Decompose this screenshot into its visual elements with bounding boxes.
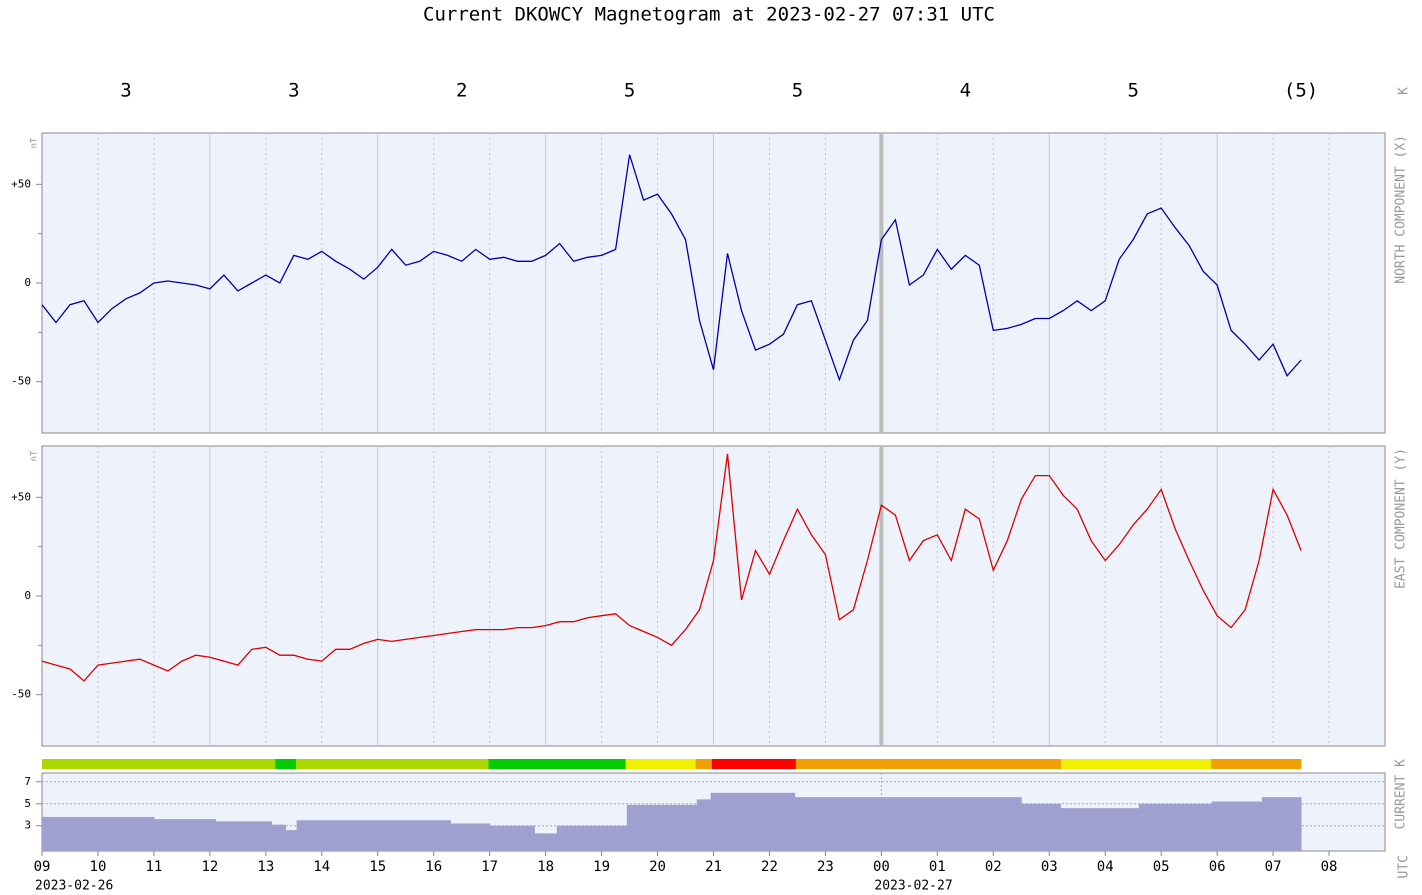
k-step bbox=[42, 816, 155, 851]
k-color-bar bbox=[625, 759, 696, 769]
k-index-label: 5 bbox=[1127, 80, 1138, 102]
k-color-bar bbox=[296, 759, 489, 769]
k-index-label: (5) bbox=[1284, 80, 1318, 102]
y-tick-label: -50 bbox=[11, 375, 31, 388]
k-index-label: 2 bbox=[456, 80, 467, 102]
x-tick-label: 02 bbox=[985, 859, 1002, 875]
x-tick-label: 20 bbox=[649, 859, 666, 875]
k-index-label: 5 bbox=[792, 80, 803, 102]
k-color-bar bbox=[795, 759, 1062, 769]
k-step bbox=[696, 799, 712, 851]
k-index-label: 3 bbox=[120, 80, 131, 102]
x-tick-label: 13 bbox=[257, 859, 274, 875]
k-axis-label: K bbox=[1397, 87, 1412, 95]
x-tick-label: 00 bbox=[873, 859, 890, 875]
k-step bbox=[215, 821, 272, 851]
y-tick-label: +50 bbox=[11, 490, 31, 503]
x-tick-label: 07 bbox=[1265, 859, 1282, 875]
k-step bbox=[710, 792, 796, 851]
k-color-bar bbox=[42, 759, 276, 769]
x-tick-label: 23 bbox=[817, 859, 834, 875]
k-step bbox=[1211, 801, 1263, 851]
x-axis-label: UTC bbox=[1397, 855, 1412, 878]
date-label: 2023-02-26 bbox=[35, 879, 113, 894]
y-tick-label: 7 bbox=[24, 775, 31, 788]
x-tick-label: 03 bbox=[1041, 859, 1058, 875]
k-color-bar bbox=[1061, 759, 1212, 769]
y-tick-label: 0 bbox=[24, 589, 31, 602]
date-label: 2023-02-27 bbox=[874, 879, 952, 894]
x-tick-label: 16 bbox=[425, 859, 442, 875]
x-tick-label: 04 bbox=[1097, 859, 1114, 875]
k-color-bar bbox=[275, 759, 297, 769]
k-step bbox=[1060, 808, 1140, 851]
y-tick-label: 3 bbox=[24, 819, 31, 832]
k-step bbox=[153, 819, 216, 851]
k-step bbox=[534, 833, 558, 851]
k-step bbox=[626, 804, 698, 851]
x-tick-label: 18 bbox=[537, 859, 554, 875]
unit-label: nT bbox=[30, 450, 40, 461]
k-index-label: 5 bbox=[624, 80, 635, 102]
k-step bbox=[296, 820, 451, 851]
x-tick-label: 01 bbox=[929, 859, 946, 875]
x-tick-label: 14 bbox=[313, 859, 330, 875]
x-tick-label: 11 bbox=[145, 859, 162, 875]
trace-line bbox=[41, 154, 1302, 382]
chart-title: Current DKOWCY Magnetogram at 2023-02-27… bbox=[423, 4, 995, 26]
y-tick-label: 5 bbox=[24, 797, 31, 810]
side-label: CURRENT K bbox=[1394, 759, 1409, 830]
x-tick-label: 19 bbox=[593, 859, 610, 875]
x-tick-label: 12 bbox=[201, 859, 218, 875]
side-label: NORTH COMPONENT (X) bbox=[1394, 135, 1409, 284]
k-step bbox=[1021, 803, 1061, 851]
k-step bbox=[271, 824, 286, 851]
x-tick-label: 15 bbox=[369, 859, 386, 875]
k-index-label: 3 bbox=[288, 80, 299, 102]
k-step bbox=[285, 830, 298, 851]
k-step bbox=[450, 823, 491, 851]
y-tick-label: +50 bbox=[11, 177, 31, 190]
k-step bbox=[1138, 803, 1213, 851]
k-color-bar bbox=[695, 759, 713, 769]
x-tick-label: 08 bbox=[1321, 859, 1338, 875]
k-color-bar bbox=[488, 759, 626, 769]
x-tick-label: 09 bbox=[34, 859, 51, 875]
side-label: EAST COMPONENT (Y) bbox=[1394, 448, 1409, 589]
y-tick-label: 0 bbox=[24, 276, 31, 289]
k-step bbox=[556, 825, 628, 851]
k-step bbox=[794, 797, 1022, 851]
trace-line bbox=[41, 453, 1302, 682]
x-tick-label: 10 bbox=[90, 859, 107, 875]
x-tick-label: 17 bbox=[481, 859, 498, 875]
x-tick-label: 22 bbox=[761, 859, 778, 875]
unit-label: nT bbox=[30, 137, 40, 148]
k-color-bar bbox=[1210, 759, 1302, 769]
k-index-label: 4 bbox=[960, 80, 971, 102]
k-step bbox=[489, 825, 535, 851]
x-tick-label: 21 bbox=[705, 859, 722, 875]
x-tick-label: 05 bbox=[1153, 859, 1170, 875]
k-color-bar bbox=[711, 759, 797, 769]
k-step bbox=[1261, 797, 1302, 851]
y-tick-label: -50 bbox=[11, 688, 31, 701]
x-tick-label: 06 bbox=[1209, 859, 1226, 875]
